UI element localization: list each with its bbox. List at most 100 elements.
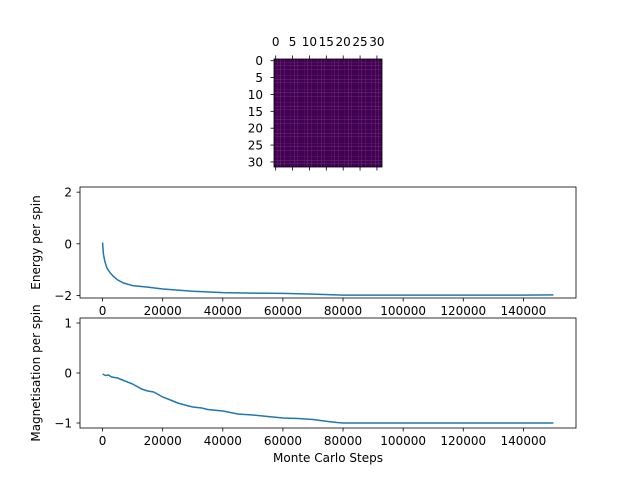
heatmap-cell <box>321 59 325 63</box>
heatmap-cell <box>324 79 329 83</box>
heatmap-cell <box>324 116 329 120</box>
heatmap-y-tick-label: 15 <box>248 105 263 119</box>
heatmap-cell <box>277 82 281 87</box>
heatmap-cell <box>368 113 372 117</box>
heatmap-cell <box>328 129 332 134</box>
heatmap-cell <box>324 163 329 168</box>
heatmap-cell <box>277 160 281 164</box>
heatmap-cell <box>361 62 366 66</box>
heatmap-cell <box>307 82 312 87</box>
heatmap-cell <box>331 133 335 137</box>
heatmap-cell <box>274 129 278 134</box>
heatmap-cell <box>297 65 302 70</box>
heatmap-cell <box>314 129 318 134</box>
heatmap-cell <box>307 140 312 144</box>
heatmap-cell <box>280 119 285 124</box>
heatmap-cell <box>344 89 349 93</box>
heatmap-cell <box>301 75 305 80</box>
heatmap-cell <box>338 163 342 168</box>
heatmap-cell <box>314 96 318 100</box>
heatmap-cell <box>344 92 349 97</box>
heatmap-cell <box>358 65 362 70</box>
heatmap-cell <box>351 75 356 80</box>
heatmap-cell <box>284 86 288 90</box>
heatmap-cell <box>361 96 366 100</box>
heatmap-cell <box>287 89 291 93</box>
heatmap-cell <box>277 79 281 83</box>
heatmap-cell <box>280 72 285 76</box>
heatmap-cell <box>294 113 298 117</box>
heatmap-cell <box>331 62 335 66</box>
heatmap-cell <box>351 62 356 66</box>
heatmap-cell <box>344 113 349 117</box>
heatmap-cell <box>331 146 335 151</box>
heatmap-cell <box>365 153 369 157</box>
heatmap-cell <box>287 102 291 107</box>
heatmap-cell <box>274 82 278 87</box>
heatmap-cell <box>361 72 366 76</box>
heatmap-cell <box>355 79 359 83</box>
heatmap-cell <box>365 160 369 164</box>
heatmap-cell <box>304 72 308 76</box>
heatmap-cell <box>328 163 332 168</box>
heatmap-cell <box>351 96 356 100</box>
heatmap-cell <box>341 153 345 157</box>
heatmap-cell <box>304 123 308 127</box>
heatmap-cell <box>311 109 315 114</box>
heatmap-cell <box>284 109 288 114</box>
heatmap-cell <box>314 89 318 93</box>
heatmap-cell <box>324 69 329 73</box>
heatmap-cell <box>338 99 342 103</box>
heatmap-cell <box>375 123 379 127</box>
heatmap-cell <box>348 72 352 76</box>
heatmap-cell <box>314 113 318 117</box>
heatmap-cell <box>361 163 366 168</box>
heatmap-cell <box>341 113 345 117</box>
heatmap-cell <box>368 140 372 144</box>
heatmap-cell <box>297 143 302 147</box>
heatmap-cell <box>307 96 312 100</box>
heatmap-cell <box>328 156 332 161</box>
heatmap-cell <box>361 75 366 80</box>
heatmap-cell <box>368 69 372 73</box>
heatmap-cell <box>304 143 308 147</box>
heatmap-cell <box>355 75 359 80</box>
heatmap-cell <box>338 126 342 130</box>
heatmap-cell <box>328 116 332 120</box>
heatmap-cell <box>344 116 349 120</box>
heatmap-cell <box>365 75 369 80</box>
heatmap-cells <box>274 59 383 168</box>
heatmap-cell <box>334 163 339 168</box>
heatmap-cell <box>301 116 305 120</box>
heatmap-cell <box>321 113 325 117</box>
heatmap-cell <box>287 59 291 63</box>
heatmap-cell <box>301 86 305 90</box>
heatmap-cell <box>361 123 366 127</box>
heatmap-cell <box>365 96 369 100</box>
heatmap-cell <box>324 156 329 161</box>
heatmap-cell <box>280 156 285 161</box>
heatmap-cell <box>321 150 325 154</box>
heatmap-cell <box>274 150 278 154</box>
heatmap-cell <box>355 156 359 161</box>
heatmap-cell <box>301 156 305 161</box>
heatmap-cell <box>290 99 295 103</box>
heatmap-x-tick-label: 25 <box>352 35 367 49</box>
heatmap-cell <box>341 62 345 66</box>
heatmap-cell <box>290 163 295 168</box>
heatmap-cell <box>358 113 362 117</box>
heatmap-cell <box>358 69 362 73</box>
heatmap-cell <box>365 99 369 103</box>
heatmap-cell <box>304 65 308 70</box>
heatmap-cell <box>324 96 329 100</box>
heatmap-cell <box>378 113 383 117</box>
heatmap-cell <box>331 116 335 120</box>
heatmap-cell <box>294 156 298 161</box>
heatmap-cell <box>284 113 288 117</box>
heatmap-cell <box>344 119 349 124</box>
heatmap-cell <box>334 160 339 164</box>
heatmap-cell <box>314 72 318 76</box>
heatmap-cell <box>307 72 312 76</box>
x-tick-label: 120000 <box>440 434 486 448</box>
heatmap-cell <box>371 99 376 103</box>
